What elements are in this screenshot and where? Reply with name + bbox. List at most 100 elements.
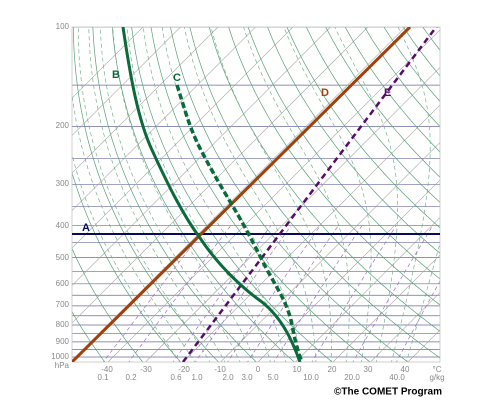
mixing-ratio-line [311, 225, 397, 362]
line-e [182, 27, 438, 362]
mixing-ratio-label: 0.1 [97, 373, 109, 382]
moist-adiabat [210, 27, 332, 362]
dry-adiabat [325, 27, 440, 178]
mixing-ratio-label: 0.2 [125, 373, 137, 382]
moist-adiabat [283, 27, 372, 362]
line-d [72, 27, 412, 362]
background-lines [72, 0, 500, 364]
moist-adiabat [126, 27, 271, 362]
isotherm [72, 27, 144, 99]
pressure-label: 200 [56, 121, 70, 130]
moist-adiabat [88, 27, 226, 362]
pressure-label: 500 [56, 253, 70, 262]
temperature-label: 10 [293, 365, 302, 374]
moist-adiabat [112, 27, 256, 362]
dry-adiabat [92, 27, 257, 362]
dry-adiabat [286, 27, 440, 229]
isotherm [332, 254, 440, 362]
mixing-ratio-line [172, 225, 272, 362]
temperature-label: 0 [256, 365, 261, 374]
isotherm [72, 27, 181, 136]
mixing-ratio-unit: g/kg [429, 373, 444, 382]
dry-adiabat [72, 247, 144, 362]
dry-adiabat [422, 27, 440, 51]
pressure-label: 100 [56, 22, 70, 31]
dry-adiabat [267, 27, 440, 254]
isotherm [370, 292, 440, 362]
mixing-ratio-line [352, 225, 433, 362]
pressure-label: 700 [56, 300, 70, 309]
sounding-lines [72, 27, 440, 362]
dry-adiabat [189, 27, 440, 359]
moist-adiabat [72, 91, 196, 362]
isotherm [295, 217, 440, 362]
isotherm [72, 27, 369, 324]
mixing-ratio-line [273, 225, 363, 362]
mixing-ratio-line [194, 225, 292, 362]
moist-adiabat [72, 153, 181, 362]
isotherm [72, 27, 294, 249]
mixing-ratio-label: 10.0 [303, 373, 319, 382]
isotherm [483, 0, 500, 362]
moist-adiabat [142, 27, 286, 362]
dry-adiabat [383, 27, 440, 102]
pressure-label: 600 [56, 279, 70, 288]
mixing-ratio-label: 0.6 [170, 373, 182, 382]
moist-adiabat [406, 241, 440, 362]
line-label: C [173, 72, 181, 84]
line-label: A [82, 222, 90, 234]
pressure-label: 300 [56, 179, 70, 188]
moist-adiabat [183, 27, 317, 362]
isotherm [72, 27, 256, 211]
temperature-label: 20 [328, 365, 337, 374]
isotherm [72, 27, 219, 174]
isotherm [72, 27, 331, 286]
isotherm [446, 0, 500, 362]
mixing-ratio-label: 20.0 [344, 373, 360, 382]
dry-adiabat [305, 27, 440, 203]
isotherm [220, 142, 440, 362]
isotherm [257, 179, 440, 362]
dry-adiabat [228, 27, 440, 306]
dry-adiabat [247, 27, 440, 280]
dry-adiabat [150, 27, 371, 362]
mixing-ratio-label: 3.0 [241, 373, 253, 382]
mixing-ratio-label: 2.0 [222, 373, 234, 382]
mixing-ratio-line [396, 280, 440, 362]
line-b [121, 27, 302, 362]
temperature-label: 40 [401, 365, 410, 374]
mixing-ratio-line [246, 225, 339, 362]
temperature-label: -40 [101, 365, 113, 374]
dry-adiabat [72, 171, 182, 362]
pressure-unit: hPa [55, 361, 70, 370]
mixing-ratio-label: 1.0 [191, 373, 203, 382]
line-label: E [384, 87, 391, 99]
temperature-label: -10 [214, 365, 226, 374]
dry-adiabat [481, 27, 500, 364]
moist-adiabat [243, 27, 350, 362]
pressure-label: 1000 [51, 352, 69, 361]
moist-adiabat [334, 27, 398, 362]
temperature-label: 30 [364, 365, 373, 374]
isotherm [107, 29, 440, 362]
pressure-label: 400 [56, 221, 70, 230]
moist-adiabat [77, 27, 211, 362]
temperature-unit: °C [433, 365, 442, 374]
dry-adiabat [442, 27, 500, 364]
isotherm [145, 67, 440, 362]
temperature-label: -20 [178, 365, 190, 374]
moist-adiabat [161, 27, 302, 362]
credit: ©The COMET Program [334, 387, 442, 398]
dry-adiabat [462, 27, 500, 364]
pressure-label: 800 [56, 320, 70, 329]
temperature-label: -30 [140, 365, 152, 374]
dry-adiabat [403, 27, 440, 77]
dry-adiabat [170, 27, 409, 362]
mixing-ratio-label: 40.0 [389, 373, 405, 382]
isotherm [182, 104, 440, 362]
dry-adiabat [73, 27, 219, 362]
moist-adiabat [99, 27, 241, 362]
plot-frame [71, 26, 441, 363]
moist-adiabat [391, 27, 431, 362]
